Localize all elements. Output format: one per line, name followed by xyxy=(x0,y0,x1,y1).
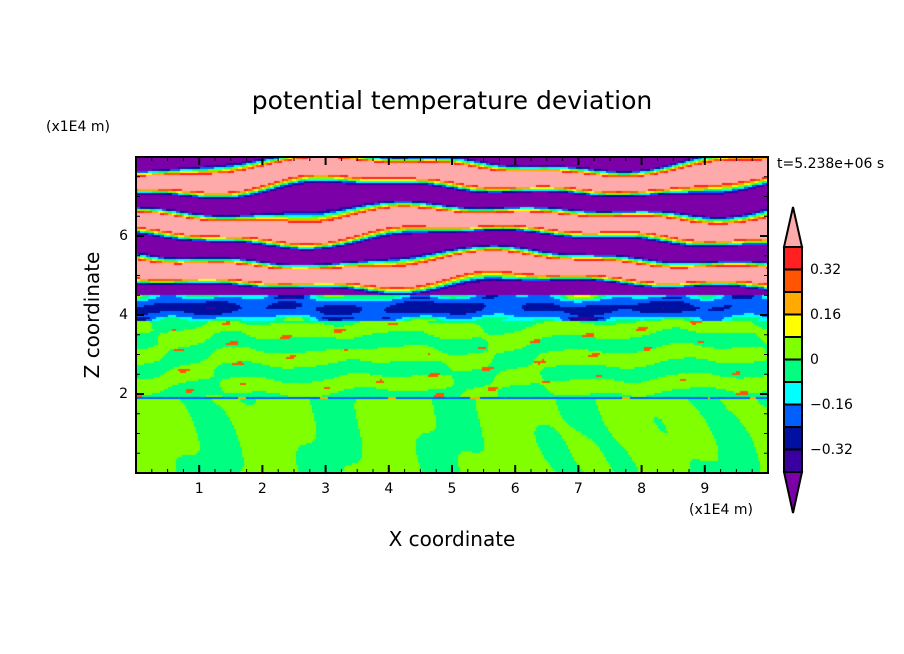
colorbar-swatch xyxy=(783,313,803,338)
x-tick-label: 3 xyxy=(321,481,331,497)
x-tick-label: 6 xyxy=(510,481,520,497)
colorbar-swatch xyxy=(783,426,803,451)
y-tick-label: 4 xyxy=(119,307,128,323)
x-tick-label: 8 xyxy=(637,481,647,497)
plot-frame xyxy=(135,156,769,474)
x-unit-label: (x1E4 m) xyxy=(689,502,753,518)
colorbar-swatch xyxy=(783,336,803,361)
colorbar-extend-bottom xyxy=(782,471,804,514)
colorbar-extend-top xyxy=(782,206,804,248)
x-axis-label: X coordinate xyxy=(388,527,516,551)
x-tick-label: 4 xyxy=(384,481,394,497)
x-tick-label: 7 xyxy=(573,481,583,497)
x-tick-label: 5 xyxy=(447,481,457,497)
colorbar-swatch xyxy=(783,403,803,428)
chart-title: potential temperature deviation xyxy=(251,86,653,115)
time-label: t=5.238e+06 s xyxy=(777,156,885,172)
colorbar-label: 0.16 xyxy=(810,306,842,323)
y-tick-label: 2 xyxy=(119,386,128,402)
colorbar-label: −0.32 xyxy=(810,441,853,458)
colorbar-swatch xyxy=(783,448,803,473)
colorbar-swatch xyxy=(783,268,803,293)
colorbar-label: 0.32 xyxy=(810,261,842,278)
y-unit-label: (x1E4 m) xyxy=(46,119,110,135)
colorbar-swatch xyxy=(783,358,803,383)
colorbar-label: −0.16 xyxy=(810,396,853,413)
colorbar-swatch xyxy=(783,291,803,316)
y-tick-label: 6 xyxy=(119,228,128,244)
x-tick-label: 2 xyxy=(257,481,267,497)
x-tick-label: 1 xyxy=(194,481,204,497)
x-tick-label: 9 xyxy=(700,481,710,497)
colorbar-label: 0 xyxy=(810,351,819,368)
colorbar-swatch xyxy=(783,246,803,271)
contour-field xyxy=(136,157,768,473)
colorbar-swatch xyxy=(783,381,803,406)
